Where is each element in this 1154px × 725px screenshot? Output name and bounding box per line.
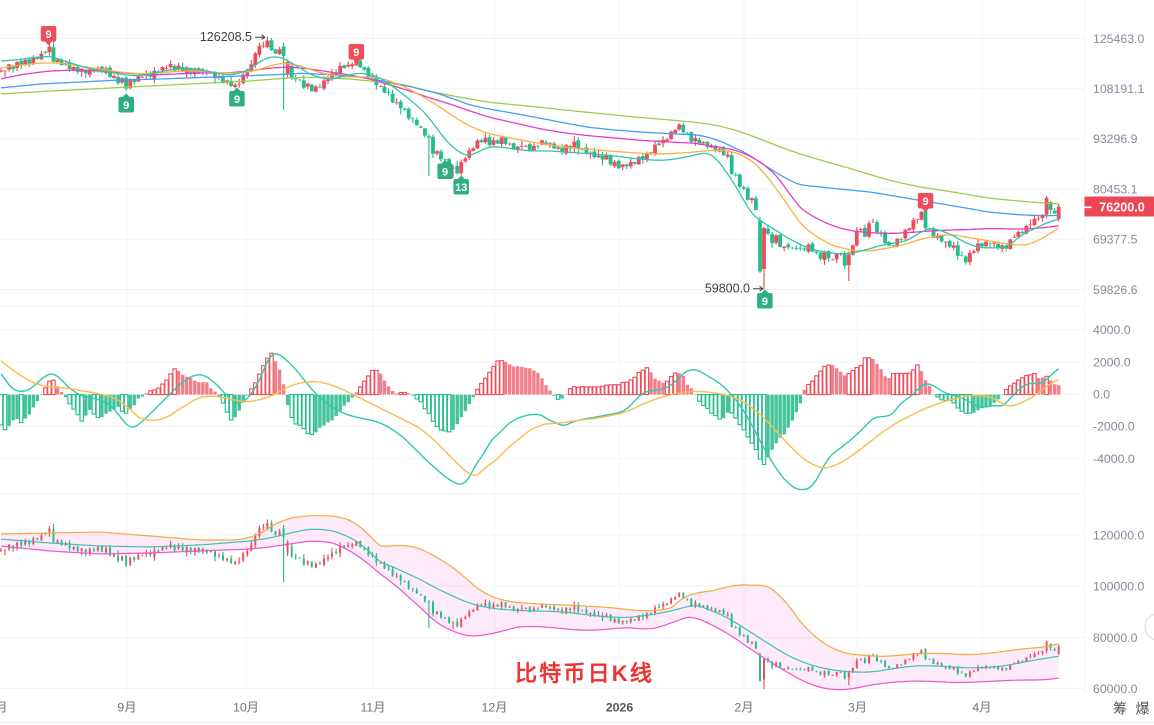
svg-text:3月: 3月 — [848, 701, 867, 715]
svg-text:59800.0: 59800.0 — [705, 282, 750, 296]
svg-text:108191.1: 108191.1 — [1093, 82, 1144, 96]
svg-text:12月: 12月 — [482, 701, 508, 715]
svg-text:-2000.0: -2000.0 — [1093, 420, 1135, 434]
svg-text:爆: 爆 — [1136, 701, 1150, 717]
svg-text:9: 9 — [123, 100, 129, 112]
svg-text:60000.0: 60000.0 — [1093, 682, 1138, 696]
svg-text:比特币日K线: 比特币日K线 — [515, 661, 654, 686]
svg-text:59826.6: 59826.6 — [1093, 283, 1138, 297]
svg-text:10月: 10月 — [233, 701, 259, 715]
svg-text:8月: 8月 — [0, 701, 8, 715]
svg-text:-4000.0: -4000.0 — [1093, 452, 1135, 466]
svg-text:80000.0: 80000.0 — [1093, 631, 1138, 645]
svg-text:9: 9 — [353, 47, 359, 59]
svg-text:筹: 筹 — [1113, 701, 1127, 717]
svg-text:76200.0: 76200.0 — [1099, 201, 1145, 215]
svg-text:126208.5: 126208.5 — [200, 30, 252, 44]
svg-text:69377.5: 69377.5 — [1093, 233, 1138, 247]
svg-text:9: 9 — [45, 29, 51, 41]
svg-text:9: 9 — [762, 296, 768, 308]
svg-text:4月: 4月 — [972, 701, 991, 715]
svg-text:2026: 2026 — [606, 701, 634, 715]
svg-text:2月: 2月 — [734, 701, 753, 715]
svg-text:93296.9: 93296.9 — [1093, 132, 1138, 146]
svg-text:4000.0: 4000.0 — [1093, 323, 1131, 337]
svg-text:2000.0: 2000.0 — [1093, 355, 1131, 369]
svg-text:11月: 11月 — [360, 701, 385, 715]
svg-text:9: 9 — [922, 196, 928, 208]
svg-text:100000.0: 100000.0 — [1093, 579, 1144, 593]
svg-text:80453.1: 80453.1 — [1093, 182, 1138, 196]
svg-text:120000.0: 120000.0 — [1093, 528, 1144, 542]
svg-text:9月: 9月 — [117, 701, 136, 715]
svg-text:125463.0: 125463.0 — [1093, 32, 1144, 46]
svg-text:9: 9 — [234, 94, 240, 106]
svg-text:13: 13 — [455, 182, 467, 194]
svg-text:0.0: 0.0 — [1093, 388, 1110, 402]
svg-text:9: 9 — [442, 166, 448, 178]
